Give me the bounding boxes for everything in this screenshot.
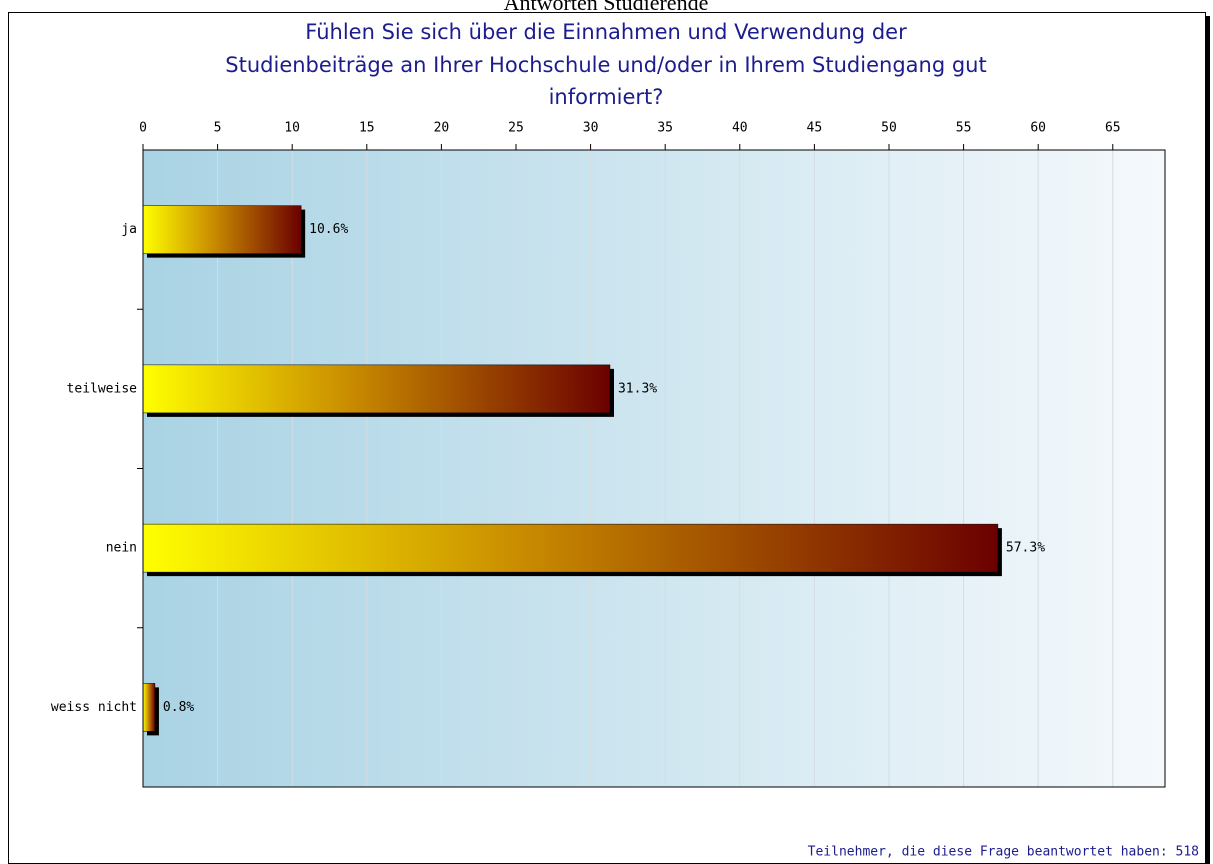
x-tick-label: 50: [881, 121, 897, 136]
x-tick-label: 55: [956, 121, 972, 136]
bar: [142, 364, 611, 414]
x-tick-label: 25: [508, 121, 524, 136]
y-tick-label: teilweise: [67, 381, 138, 396]
chart-title: informiert?: [549, 85, 664, 109]
bar: [142, 205, 302, 254]
x-tick-label: 5: [214, 121, 222, 136]
chart-title: Studienbeiträge an Ihrer Hochschule und/…: [225, 53, 986, 77]
x-tick-label: 65: [1105, 121, 1121, 136]
y-tick-label: ja: [121, 222, 137, 237]
footnote: Teilnehmer, die diese Frage beantwortet …: [808, 845, 1199, 860]
x-tick-label: 0: [139, 121, 147, 136]
plot-area: [143, 150, 1165, 787]
value-label: 31.3%: [618, 381, 657, 396]
plot-border: [142, 149, 1166, 788]
chart-title: Fühlen Sie sich über die Einnahmen und V…: [305, 20, 907, 44]
x-tick-label: 10: [284, 121, 300, 136]
y-tick-label: nein: [106, 541, 137, 556]
x-tick-label: 45: [807, 121, 823, 136]
x-tick-label: 60: [1030, 121, 1046, 136]
x-tick-label: 35: [657, 121, 673, 136]
x-tick-label: 15: [359, 121, 375, 136]
bar: [142, 523, 999, 573]
bar: [142, 683, 156, 732]
y-tick-label: weiss nicht: [51, 700, 137, 715]
x-tick-label: 20: [434, 121, 450, 136]
header-bg: [0, 0, 1213, 12]
value-label: 0.8%: [163, 700, 194, 715]
x-tick-label: 40: [732, 121, 748, 136]
value-label: 57.3%: [1006, 541, 1045, 556]
header: Antworten Studierende: [504, 0, 709, 15]
value-label: 10.6%: [309, 222, 348, 237]
x-tick-label: 30: [583, 121, 599, 136]
